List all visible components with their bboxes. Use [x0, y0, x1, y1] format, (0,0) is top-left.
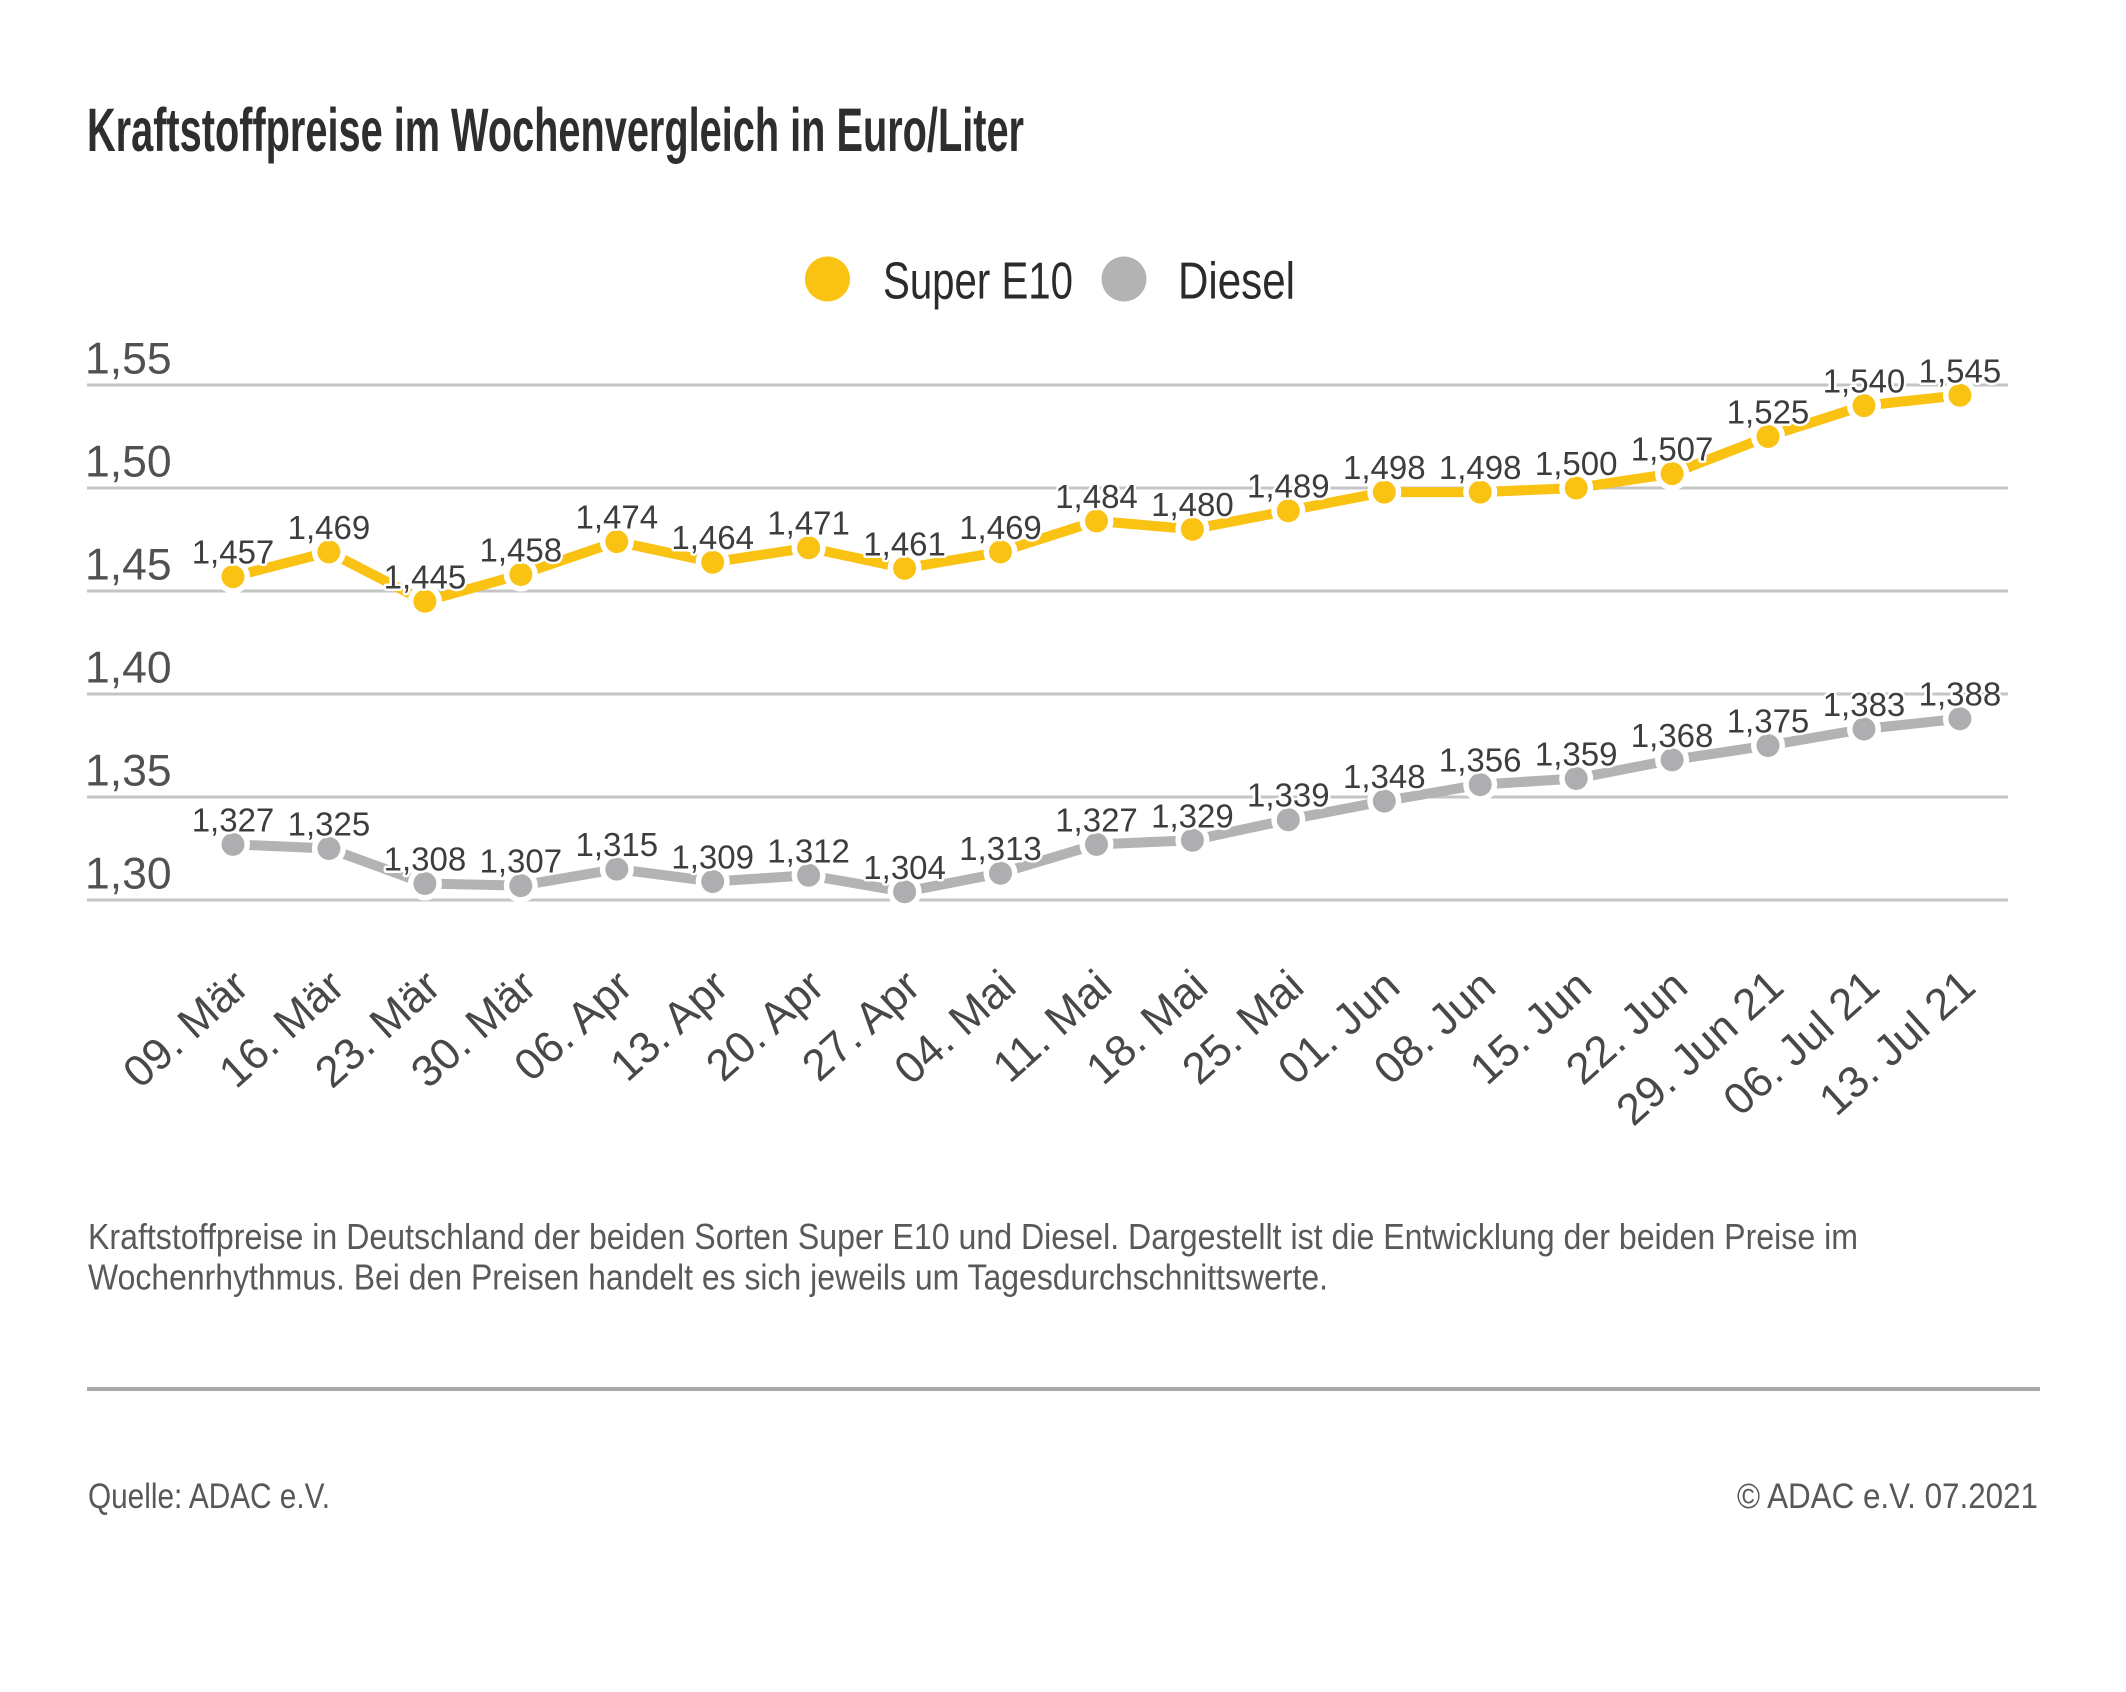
svg-text:1,325: 1,325: [288, 806, 371, 843]
svg-text:1,368: 1,368: [1631, 717, 1714, 754]
svg-text:1,507: 1,507: [1631, 431, 1714, 468]
svg-text:1,307: 1,307: [480, 843, 563, 880]
svg-text:1,525: 1,525: [1727, 394, 1810, 431]
svg-text:1,30: 1,30: [85, 850, 172, 899]
svg-text:1,484: 1,484: [1055, 478, 1138, 515]
svg-text:1,469: 1,469: [288, 509, 371, 546]
svg-text:1,498: 1,498: [1439, 449, 1522, 486]
svg-text:Kraftstoffpreise im Wochenverg: Kraftstoffpreise im Wochenvergleich in E…: [87, 96, 1024, 164]
svg-text:1,359: 1,359: [1535, 736, 1618, 773]
svg-text:1,383: 1,383: [1823, 686, 1906, 723]
svg-text:1,313: 1,313: [959, 830, 1042, 867]
svg-text:1,545: 1,545: [1919, 352, 2002, 389]
svg-text:1,329: 1,329: [1151, 797, 1234, 834]
svg-text:1,308: 1,308: [384, 841, 467, 878]
svg-text:1,50: 1,50: [85, 438, 172, 487]
svg-text:1,471: 1,471: [767, 505, 850, 542]
svg-text:1,500: 1,500: [1535, 445, 1618, 482]
svg-text:1,327: 1,327: [192, 801, 275, 838]
svg-text:© ADAC e.V. 07.2021: © ADAC e.V. 07.2021: [1737, 1477, 2038, 1516]
svg-text:1,45: 1,45: [85, 541, 172, 590]
svg-text:Kraftstoffpreise in Deutschlan: Kraftstoffpreise in Deutschland der beid…: [88, 1216, 1858, 1257]
svg-text:1,498: 1,498: [1343, 449, 1426, 486]
svg-text:1,489: 1,489: [1247, 468, 1330, 505]
svg-text:1,457: 1,457: [192, 534, 275, 571]
svg-text:Super E10: Super E10: [883, 253, 1073, 311]
svg-text:1,327: 1,327: [1055, 801, 1138, 838]
svg-text:1,474: 1,474: [576, 499, 659, 536]
svg-text:Wochenrhythmus. Bei den Preise: Wochenrhythmus. Bei den Preisen handelt …: [88, 1257, 1328, 1298]
svg-text:1,469: 1,469: [959, 509, 1042, 546]
svg-text:1,339: 1,339: [1247, 777, 1330, 814]
svg-text:1,304: 1,304: [863, 849, 946, 886]
svg-text:1,461: 1,461: [863, 525, 946, 562]
svg-text:1,315: 1,315: [576, 826, 659, 863]
svg-text:1,480: 1,480: [1151, 486, 1234, 523]
svg-text:1,35: 1,35: [85, 747, 172, 796]
svg-text:1,375: 1,375: [1727, 703, 1810, 740]
svg-text:1,55: 1,55: [85, 335, 172, 384]
svg-text:1,388: 1,388: [1919, 676, 2002, 713]
svg-text:1,40: 1,40: [85, 644, 172, 693]
svg-text:1,458: 1,458: [480, 532, 563, 569]
svg-text:1,309: 1,309: [671, 839, 754, 876]
svg-text:1,356: 1,356: [1439, 742, 1522, 779]
svg-text:1,445: 1,445: [384, 558, 467, 595]
svg-text:Diesel: Diesel: [1178, 253, 1295, 311]
svg-text:Quelle: ADAC e.V.: Quelle: ADAC e.V.: [88, 1477, 330, 1516]
svg-text:1,540: 1,540: [1823, 363, 1906, 400]
svg-text:1,348: 1,348: [1343, 758, 1426, 795]
svg-text:1,464: 1,464: [671, 519, 754, 556]
svg-text:1,312: 1,312: [767, 832, 850, 869]
